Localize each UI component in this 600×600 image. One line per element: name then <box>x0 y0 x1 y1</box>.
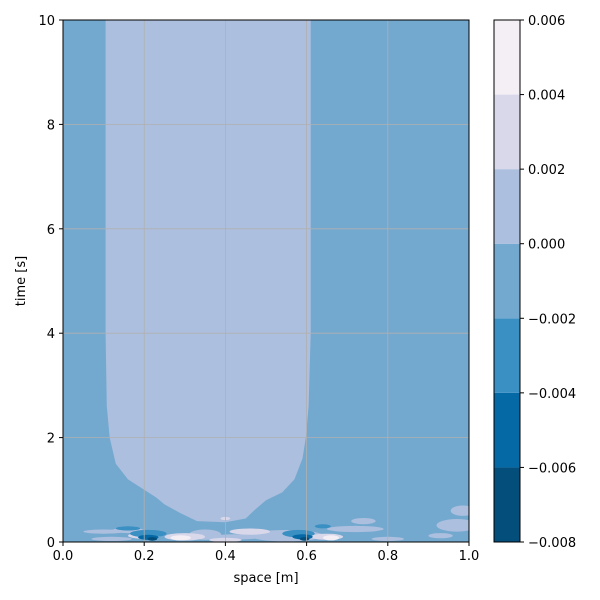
contour-feature-6 <box>450 505 469 516</box>
colorbar-tick-label-6: 0.004 <box>528 89 565 104</box>
contour-feature-18 <box>322 535 340 541</box>
y-tick-label-2: 4 <box>47 327 55 342</box>
colorbar-tick-label-2: −0.004 <box>528 387 576 402</box>
colorbar-ticks: −0.008 −0.006 −0.004 −0.002 0.000 0.002 0.004 0… <box>520 14 576 551</box>
y-tick-label-1: 2 <box>47 432 55 447</box>
contour-feature-25 <box>147 537 158 541</box>
contour-feature-22 <box>314 524 331 529</box>
contour-feature-10 <box>91 536 132 542</box>
colorbar-band-3 <box>494 243 520 319</box>
contour-feature-2 <box>351 518 376 525</box>
colorbar-band-6 <box>494 20 520 95</box>
y-tick-label-5: 10 <box>38 14 55 29</box>
contour-feature-19 <box>130 529 167 538</box>
colorbar-tick-label-7: 0.006 <box>528 14 565 29</box>
x-tick-label-5: 1.0 <box>459 549 480 564</box>
colorbar-tick-label-4: 0.000 <box>528 238 565 253</box>
colorbar-band-4 <box>494 169 520 244</box>
contour-feature-21 <box>115 526 141 531</box>
contour-feature-17 <box>170 535 191 541</box>
contour-feature-26 <box>299 537 310 541</box>
colorbar-band-0 <box>494 467 520 542</box>
x-tick-label-1: 0.2 <box>134 549 155 564</box>
x-axis-ticks: 0.0 0.2 0.4 0.6 0.8 1.0 <box>53 542 480 564</box>
x-tick-label-3: 0.6 <box>296 549 317 564</box>
contour-field <box>63 20 469 542</box>
colorbar: −0.008 −0.006 −0.004 −0.002 0.000 0.002 0.004 0… <box>493 14 576 551</box>
colorbar-frame <box>493 19 521 543</box>
contour-feature-5 <box>436 519 469 532</box>
colorbar-tick-label-0: −0.008 <box>528 536 576 551</box>
colorbar-band-1 <box>494 392 520 468</box>
y-tick-label-0: 0 <box>47 536 55 551</box>
colorbar-band-2 <box>494 318 520 393</box>
colorbar-band-5 <box>494 94 520 170</box>
y-tick-label-3: 6 <box>47 223 55 238</box>
x-axis-label: space [m] <box>233 571 298 586</box>
plot-frame <box>62 19 470 543</box>
plot-area: 0.0 0.2 0.4 0.6 0.8 1.0 0 2 4 6 8 10 space [m] tim… <box>14 14 479 586</box>
contour-feature-7 <box>428 533 453 539</box>
y-tick-label-4: 8 <box>47 118 55 133</box>
x-tick-label-4: 0.8 <box>377 549 398 564</box>
contour-feature-14 <box>229 528 271 535</box>
y-axis-label: time [s] <box>14 256 29 306</box>
contour-feature-1 <box>326 525 384 533</box>
colorbar-tick-label-1: −0.006 <box>528 461 576 476</box>
colorbar-tick-label-5: 0.002 <box>528 163 565 178</box>
y-axis-ticks: 0 2 4 6 8 10 <box>38 14 63 551</box>
contour-band-central-plateau <box>105 20 311 523</box>
colorbar-tick-label-3: −0.002 <box>528 312 576 327</box>
colorbar-bands <box>494 20 520 542</box>
x-tick-label-2: 0.4 <box>215 549 236 564</box>
x-tick-label-0: 0.0 <box>53 549 74 564</box>
